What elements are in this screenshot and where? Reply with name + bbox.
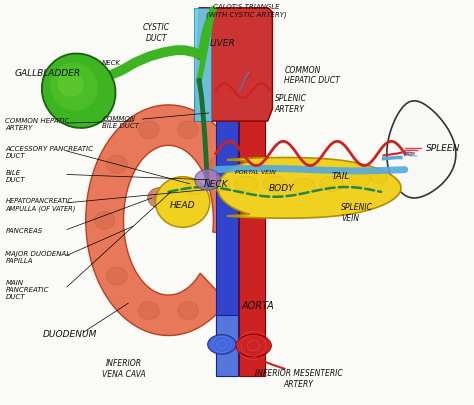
Text: BILE
DUCT: BILE DUCT bbox=[5, 170, 25, 183]
Ellipse shape bbox=[42, 54, 116, 129]
Polygon shape bbox=[239, 73, 265, 376]
Ellipse shape bbox=[235, 177, 258, 192]
Ellipse shape bbox=[236, 335, 271, 357]
Ellipse shape bbox=[370, 173, 387, 184]
Circle shape bbox=[138, 122, 159, 139]
Text: PANCREAS: PANCREAS bbox=[5, 228, 43, 234]
Circle shape bbox=[178, 122, 199, 139]
Ellipse shape bbox=[58, 72, 84, 98]
Polygon shape bbox=[216, 315, 238, 376]
Circle shape bbox=[107, 156, 127, 174]
Circle shape bbox=[94, 212, 115, 230]
Text: HEAD: HEAD bbox=[170, 200, 195, 209]
Polygon shape bbox=[194, 9, 273, 122]
Text: SPLENIC
ARTERY: SPLENIC ARTERY bbox=[275, 94, 307, 113]
Circle shape bbox=[222, 212, 243, 230]
Text: INFERIOR MESENTERIC
ARTERY: INFERIOR MESENTERIC ARTERY bbox=[255, 369, 342, 388]
Ellipse shape bbox=[184, 182, 205, 195]
Circle shape bbox=[148, 188, 171, 208]
Circle shape bbox=[178, 302, 199, 320]
Text: NECK: NECK bbox=[102, 60, 121, 66]
Text: SPLEEN: SPLEEN bbox=[426, 143, 460, 153]
Polygon shape bbox=[194, 9, 211, 122]
Circle shape bbox=[138, 302, 159, 320]
Text: ACCESSORY PANCREATIC
DUCT: ACCESSORY PANCREATIC DUCT bbox=[5, 145, 93, 158]
Ellipse shape bbox=[349, 174, 370, 187]
Circle shape bbox=[107, 268, 127, 285]
Text: HEPATOPANCREATIC
AMPULLA (OF VATER): HEPATOPANCREATIC AMPULLA (OF VATER) bbox=[5, 198, 76, 211]
Text: NECK: NECK bbox=[203, 180, 228, 189]
Text: COMMON
HEPATIC DUCT: COMMON HEPATIC DUCT bbox=[284, 66, 340, 85]
Ellipse shape bbox=[195, 170, 221, 191]
Text: CALOT'S TRIANGLE
(WITH CYSTIC ARTERY): CALOT'S TRIANGLE (WITH CYSTIC ARTERY) bbox=[206, 4, 287, 17]
Ellipse shape bbox=[206, 177, 230, 192]
Text: CYSTIC
DUCT: CYSTIC DUCT bbox=[143, 23, 170, 43]
Ellipse shape bbox=[319, 177, 343, 192]
Text: DUODENUM: DUODENUM bbox=[43, 329, 98, 338]
Text: PORTAL VEIN: PORTAL VEIN bbox=[235, 170, 275, 175]
Polygon shape bbox=[218, 158, 401, 219]
Polygon shape bbox=[387, 102, 456, 198]
Text: MAJOR DUODENAL
PAPILLA: MAJOR DUODENAL PAPILLA bbox=[5, 251, 71, 264]
Ellipse shape bbox=[292, 179, 315, 194]
Ellipse shape bbox=[50, 63, 98, 112]
Text: COMMON
BILE DUCT: COMMON BILE DUCT bbox=[102, 115, 139, 128]
Text: GALLBLADDER: GALLBLADDER bbox=[15, 69, 81, 78]
Text: LIVER: LIVER bbox=[210, 38, 236, 47]
Text: BODY: BODY bbox=[269, 184, 295, 193]
Polygon shape bbox=[86, 106, 251, 336]
Circle shape bbox=[210, 156, 230, 174]
Text: TAIL: TAIL bbox=[332, 172, 350, 181]
Ellipse shape bbox=[208, 335, 236, 354]
Text: SPLENIC
VEIN: SPLENIC VEIN bbox=[341, 203, 373, 222]
Ellipse shape bbox=[155, 177, 210, 228]
Ellipse shape bbox=[263, 177, 287, 192]
Text: AORTA: AORTA bbox=[242, 301, 274, 310]
Text: INFERIOR
VENA CAVA: INFERIOR VENA CAVA bbox=[102, 358, 146, 377]
Polygon shape bbox=[216, 90, 238, 356]
Text: COMMON HEPATIC
ARTERY: COMMON HEPATIC ARTERY bbox=[5, 117, 70, 130]
Text: MAIN
PANCREATIC
DUCT: MAIN PANCREATIC DUCT bbox=[5, 279, 49, 299]
